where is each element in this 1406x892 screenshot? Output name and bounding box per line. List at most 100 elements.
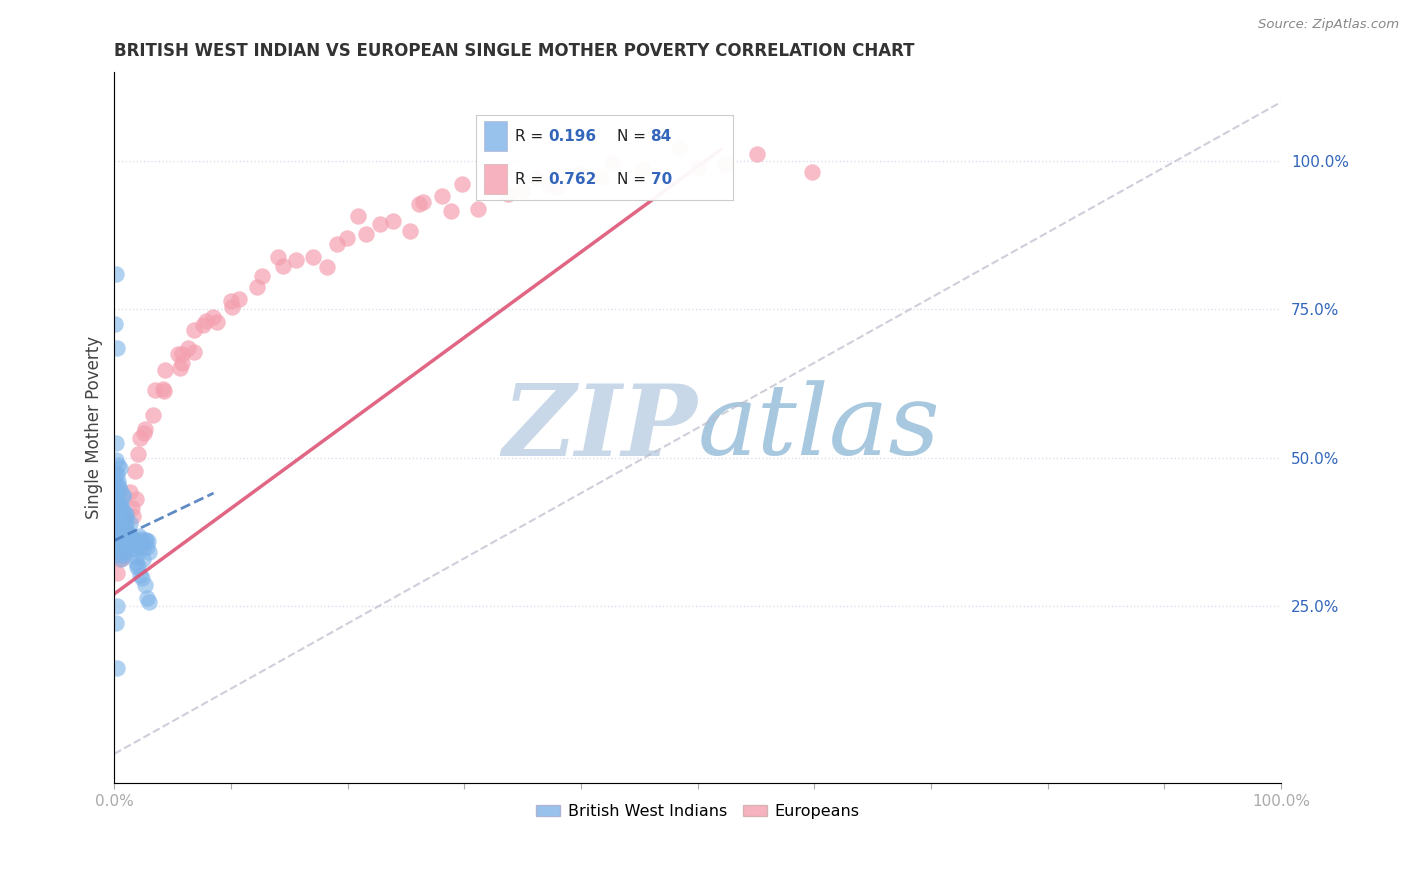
Point xyxy=(111,550,134,565)
Point xyxy=(135,591,157,605)
Point xyxy=(271,260,294,274)
Point xyxy=(108,549,131,563)
Point xyxy=(524,171,547,186)
Point xyxy=(104,467,127,481)
Point xyxy=(112,508,135,522)
Point xyxy=(125,549,148,564)
Point xyxy=(325,237,347,252)
Point xyxy=(105,477,128,491)
Point xyxy=(132,541,155,556)
Point xyxy=(170,347,193,361)
Point xyxy=(110,460,132,475)
Point xyxy=(143,383,166,397)
Point xyxy=(398,224,420,238)
Point xyxy=(207,315,229,329)
Point xyxy=(105,531,128,545)
Point xyxy=(221,300,243,314)
Point xyxy=(105,566,128,580)
Point xyxy=(107,458,129,473)
Point xyxy=(107,541,129,555)
Point xyxy=(104,483,127,498)
Point xyxy=(219,293,242,308)
Point xyxy=(129,432,152,446)
Point xyxy=(138,545,160,559)
Point xyxy=(134,425,156,440)
Point xyxy=(111,490,134,504)
Point xyxy=(108,525,131,540)
Point xyxy=(110,551,132,566)
Point xyxy=(107,474,129,488)
Y-axis label: Single Mother Poverty: Single Mother Poverty xyxy=(86,336,103,519)
Point xyxy=(110,498,132,512)
Point xyxy=(124,541,146,556)
Point xyxy=(107,480,129,494)
Point xyxy=(302,250,325,264)
Point xyxy=(121,542,143,557)
Point xyxy=(107,497,129,511)
Point xyxy=(134,422,156,436)
Point xyxy=(104,509,127,524)
Point xyxy=(127,560,149,574)
Point xyxy=(125,491,148,506)
Point xyxy=(118,516,141,530)
Point xyxy=(194,314,217,328)
Point xyxy=(152,384,174,399)
Point xyxy=(125,555,148,569)
Point xyxy=(713,157,735,171)
Point xyxy=(105,599,128,613)
Point xyxy=(112,525,135,540)
Point xyxy=(110,483,132,497)
Point xyxy=(131,571,153,585)
Point xyxy=(104,317,127,331)
Point xyxy=(120,485,142,500)
Text: BRITISH WEST INDIAN VS EUROPEAN SINGLE MOTHER POVERTY CORRELATION CHART: BRITISH WEST INDIAN VS EUROPEAN SINGLE M… xyxy=(114,42,915,60)
Point xyxy=(589,169,612,184)
Point xyxy=(496,186,519,201)
Point xyxy=(201,310,224,325)
Point xyxy=(183,345,205,359)
Point xyxy=(115,534,138,549)
Point xyxy=(136,541,159,555)
Point xyxy=(479,178,502,193)
Point xyxy=(104,508,127,523)
Point xyxy=(546,180,568,194)
Point xyxy=(138,595,160,609)
Point xyxy=(183,323,205,337)
Point xyxy=(169,360,191,375)
Point xyxy=(121,500,143,515)
Point xyxy=(538,177,561,191)
Point xyxy=(129,567,152,582)
Point xyxy=(347,210,370,224)
Point xyxy=(152,383,174,397)
Point xyxy=(600,156,623,170)
Point xyxy=(368,217,391,231)
Point xyxy=(177,342,200,356)
Point xyxy=(125,533,148,548)
Point xyxy=(246,280,269,294)
Point xyxy=(440,203,463,218)
Point xyxy=(121,508,143,523)
Point xyxy=(250,269,273,284)
Point xyxy=(193,318,215,332)
Point xyxy=(111,511,134,525)
Point xyxy=(108,501,131,516)
Point xyxy=(104,541,127,556)
Point xyxy=(124,464,146,478)
Point xyxy=(569,165,592,179)
Point xyxy=(105,661,128,675)
Point xyxy=(668,140,690,154)
Point xyxy=(166,347,188,361)
Point xyxy=(121,532,143,546)
Point xyxy=(105,341,128,355)
Point xyxy=(110,545,132,559)
Point xyxy=(510,183,533,197)
Point xyxy=(115,517,138,532)
Point xyxy=(105,516,128,531)
Point xyxy=(104,503,127,517)
Point xyxy=(114,507,136,521)
Point xyxy=(228,292,250,306)
Point xyxy=(134,578,156,592)
Point xyxy=(112,505,135,519)
Point xyxy=(114,525,136,540)
Point xyxy=(408,197,430,211)
